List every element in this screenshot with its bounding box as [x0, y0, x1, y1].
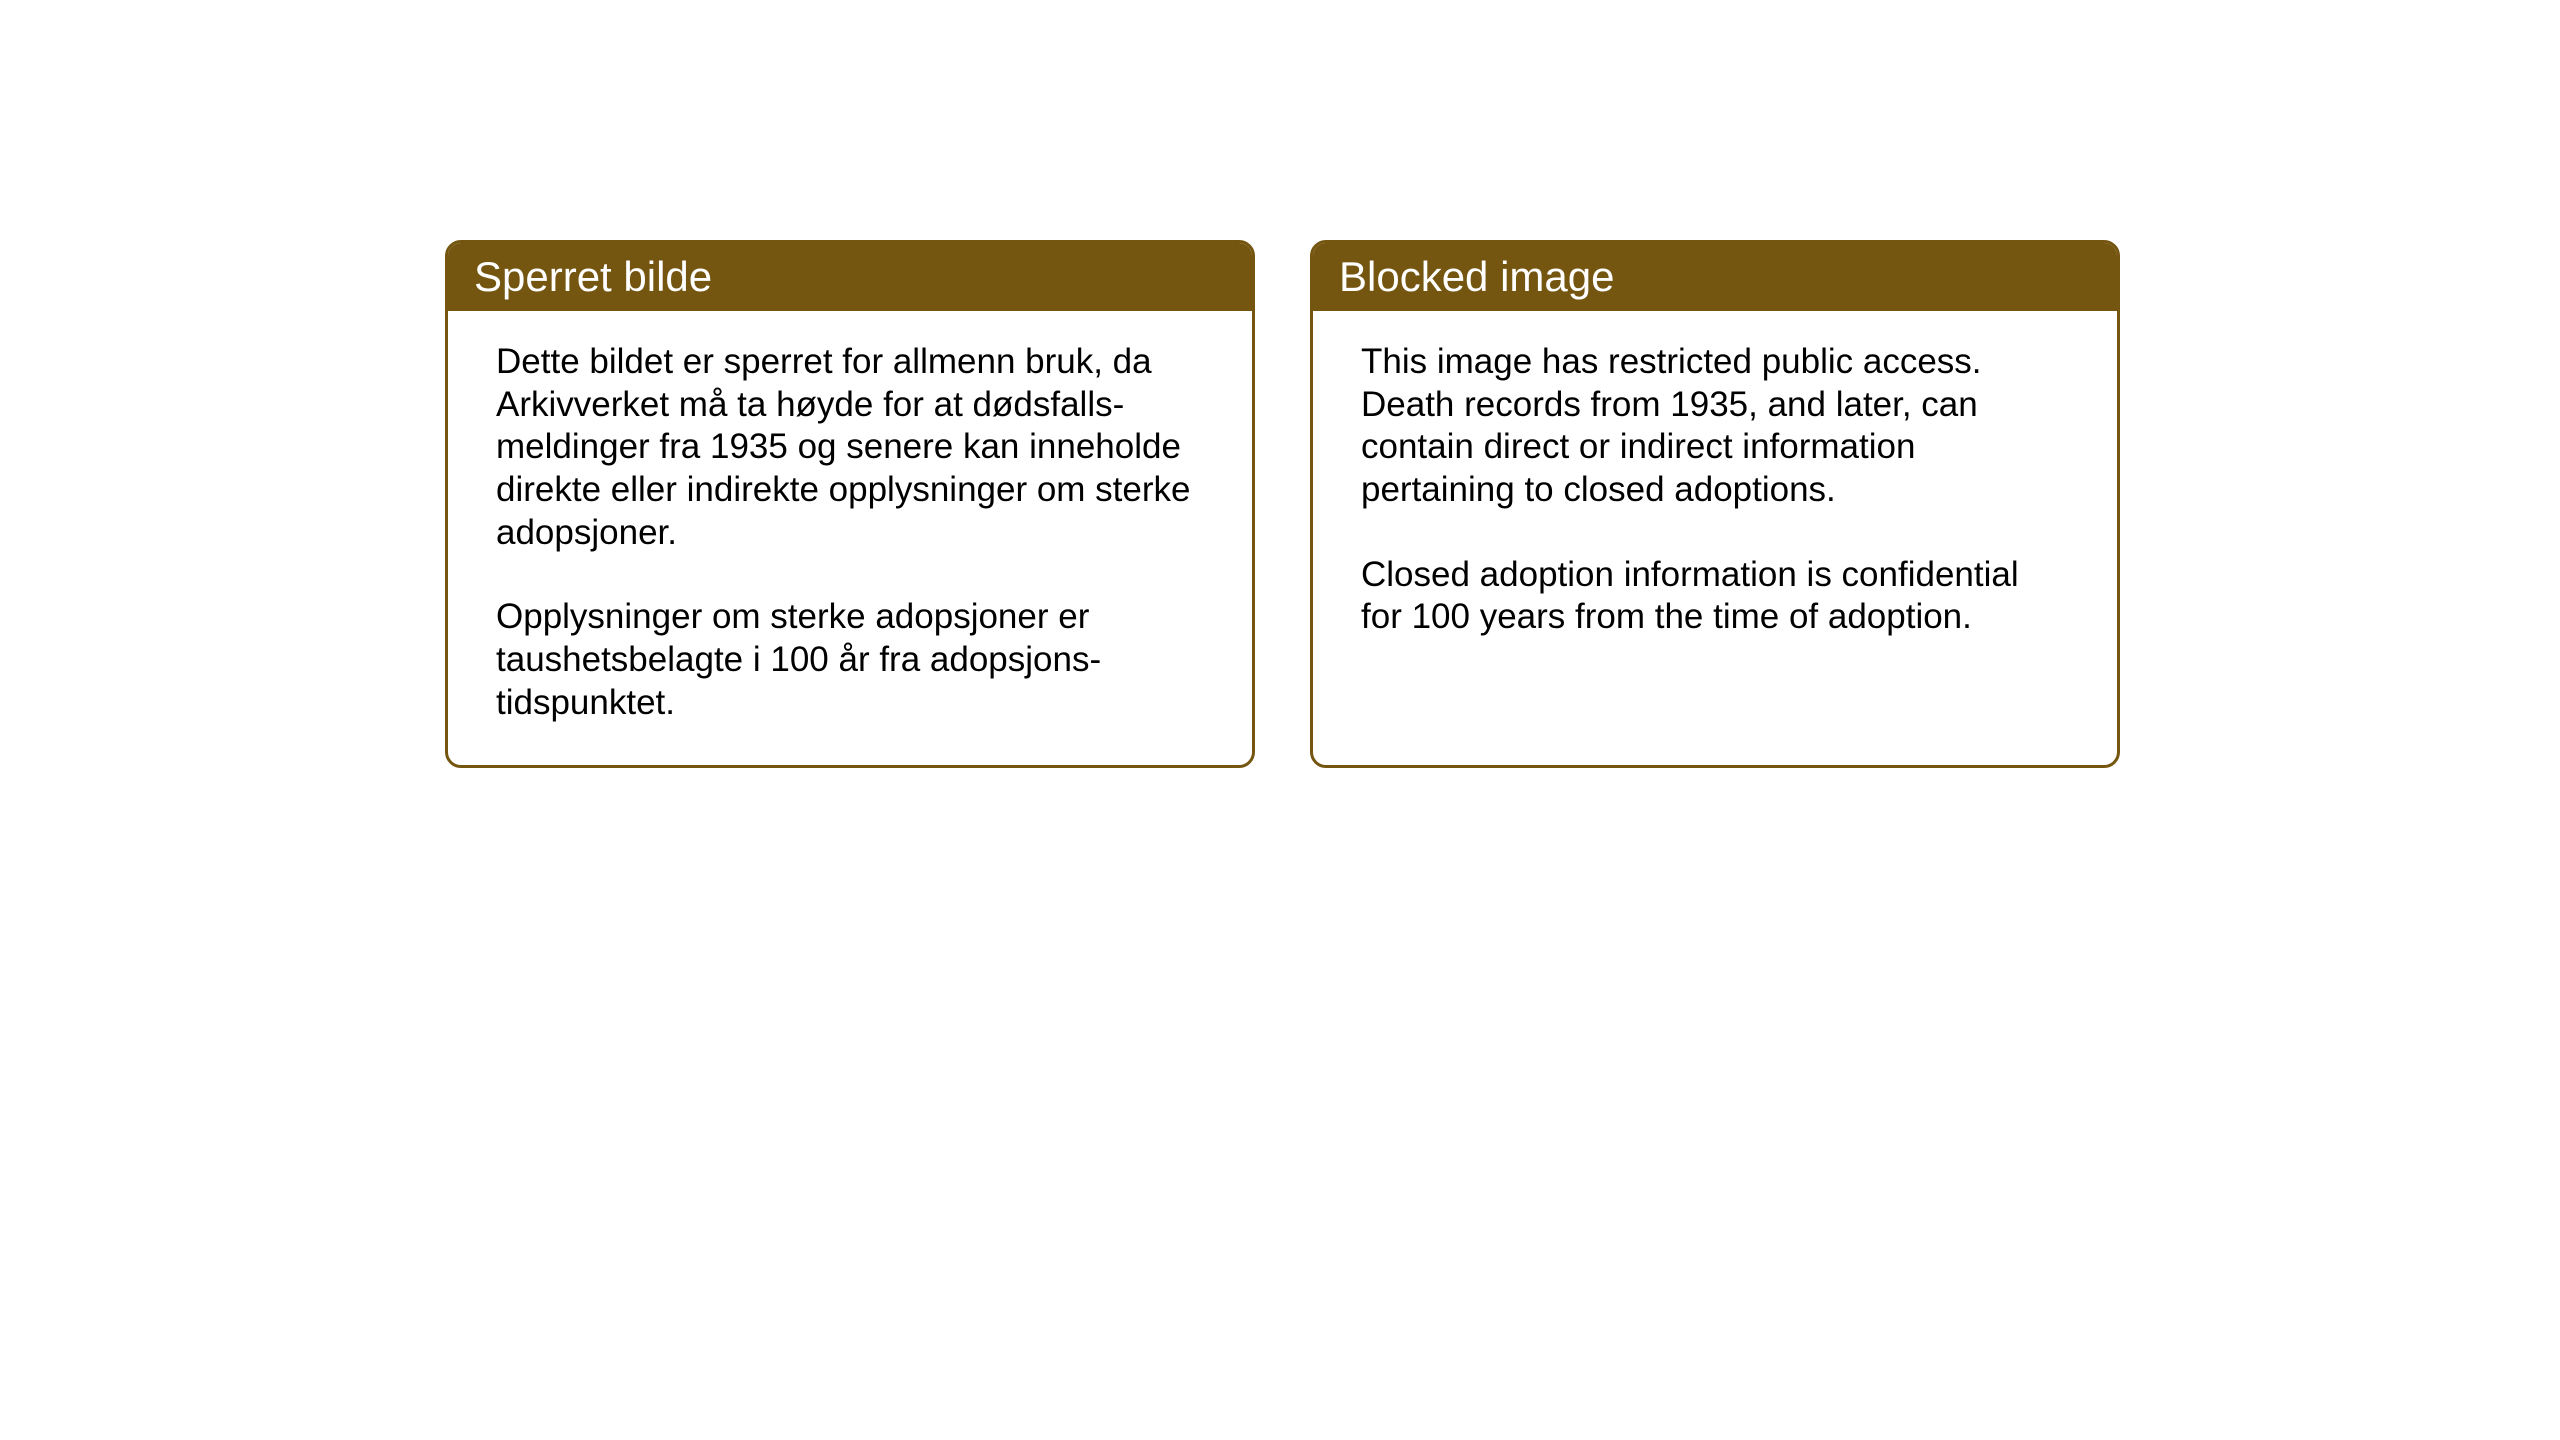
card-title-norwegian: Sperret bilde — [474, 253, 712, 300]
card-paragraph-2-norwegian: Opplysninger om sterke adopsjoner er tau… — [496, 596, 1204, 724]
card-paragraph-1-norwegian: Dette bildet er sperret for allmenn bruk… — [496, 341, 1204, 554]
card-paragraph-2-english: Closed adoption information is confident… — [1361, 554, 2069, 639]
card-title-english: Blocked image — [1339, 253, 1614, 300]
notice-container: Sperret bilde Dette bildet er sperret fo… — [445, 240, 2120, 768]
card-header-norwegian: Sperret bilde — [448, 243, 1252, 311]
card-paragraph-1-english: This image has restricted public access.… — [1361, 341, 2069, 512]
notice-card-norwegian: Sperret bilde Dette bildet er sperret fo… — [445, 240, 1255, 768]
card-body-english: This image has restricted public access.… — [1313, 311, 2117, 679]
card-header-english: Blocked image — [1313, 243, 2117, 311]
card-body-norwegian: Dette bildet er sperret for allmenn bruk… — [448, 311, 1252, 765]
notice-card-english: Blocked image This image has restricted … — [1310, 240, 2120, 768]
